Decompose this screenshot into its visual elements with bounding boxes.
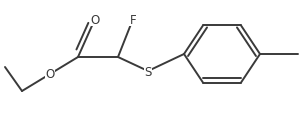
Text: O: O [90, 13, 100, 26]
Text: S: S [144, 65, 152, 78]
Text: F: F [130, 13, 136, 26]
Text: O: O [45, 68, 55, 81]
